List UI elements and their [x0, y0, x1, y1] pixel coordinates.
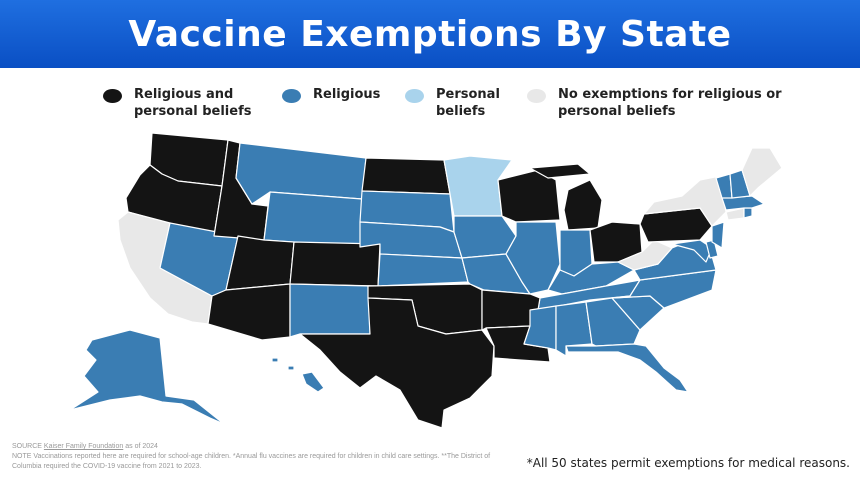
- medical-exemption-footnote: *All 50 states permit exemptions for med…: [526, 456, 850, 470]
- state-new-jersey: [711, 221, 725, 249]
- state-michigan: [563, 179, 603, 231]
- title-banner: Vaccine Exemptions By State: [0, 0, 860, 68]
- state-texas: [299, 297, 495, 429]
- legend-label: Religious and personal beliefs: [134, 87, 252, 119]
- state-wyoming: [263, 191, 363, 248]
- state-colorado: [289, 241, 381, 287]
- legend-item-religious-and-personal: Religious and personal beliefs: [103, 86, 251, 120]
- state-maine: [741, 147, 783, 197]
- legend: Religious and personal beliefs Religious…: [0, 86, 860, 126]
- legend-swatch-blue: [282, 89, 301, 103]
- state-michigan-upper: [529, 163, 591, 179]
- legend-item-personal: Personal beliefs: [405, 86, 500, 120]
- source-suffix: as of 2024: [123, 443, 158, 450]
- state-delaware: [705, 239, 719, 259]
- state-florida: [565, 343, 689, 393]
- state-arizona: [207, 283, 291, 341]
- map-title: Vaccine Exemptions By State: [128, 13, 732, 55]
- legend-swatch-black: [103, 89, 122, 103]
- state-kansas: [377, 253, 469, 287]
- state-massachusetts: [721, 195, 765, 211]
- state-utah: [225, 235, 295, 291]
- source-notes: SOURCE Kaiser Family Foundation as of 20…: [12, 442, 492, 472]
- legend-swatch-gray: [527, 89, 546, 103]
- us-map: [69, 132, 783, 429]
- legend-swatch-light-blue: [405, 89, 424, 103]
- source-prefix: SOURCE: [12, 443, 44, 450]
- legend-item-religious: Religious: [282, 86, 380, 103]
- legend-label: Personal beliefs: [436, 87, 500, 119]
- state-new-mexico: [289, 283, 371, 338]
- legend-label: Religious: [313, 87, 381, 102]
- source-line: SOURCE Kaiser Family Foundation as of 20…: [12, 442, 492, 452]
- state-hawaii: [301, 371, 325, 393]
- state-north-dakota: [361, 157, 451, 195]
- state-hawaii-island-small: [287, 365, 295, 371]
- state-alaska: [69, 329, 225, 425]
- state-west-virginia: [617, 239, 673, 271]
- state-new-york: [643, 175, 727, 227]
- legend-label: No exemptions for religious or personal …: [558, 87, 782, 119]
- state-hawaii-island-small: [271, 357, 279, 363]
- legend-item-no-exemptions: No exemptions for religious or personal …: [527, 86, 782, 120]
- state-rhode-island: [743, 207, 753, 219]
- source-link[interactable]: Kaiser Family Foundation: [43, 443, 124, 450]
- note-text: NOTE Vaccinations reported here are requ…: [12, 453, 491, 470]
